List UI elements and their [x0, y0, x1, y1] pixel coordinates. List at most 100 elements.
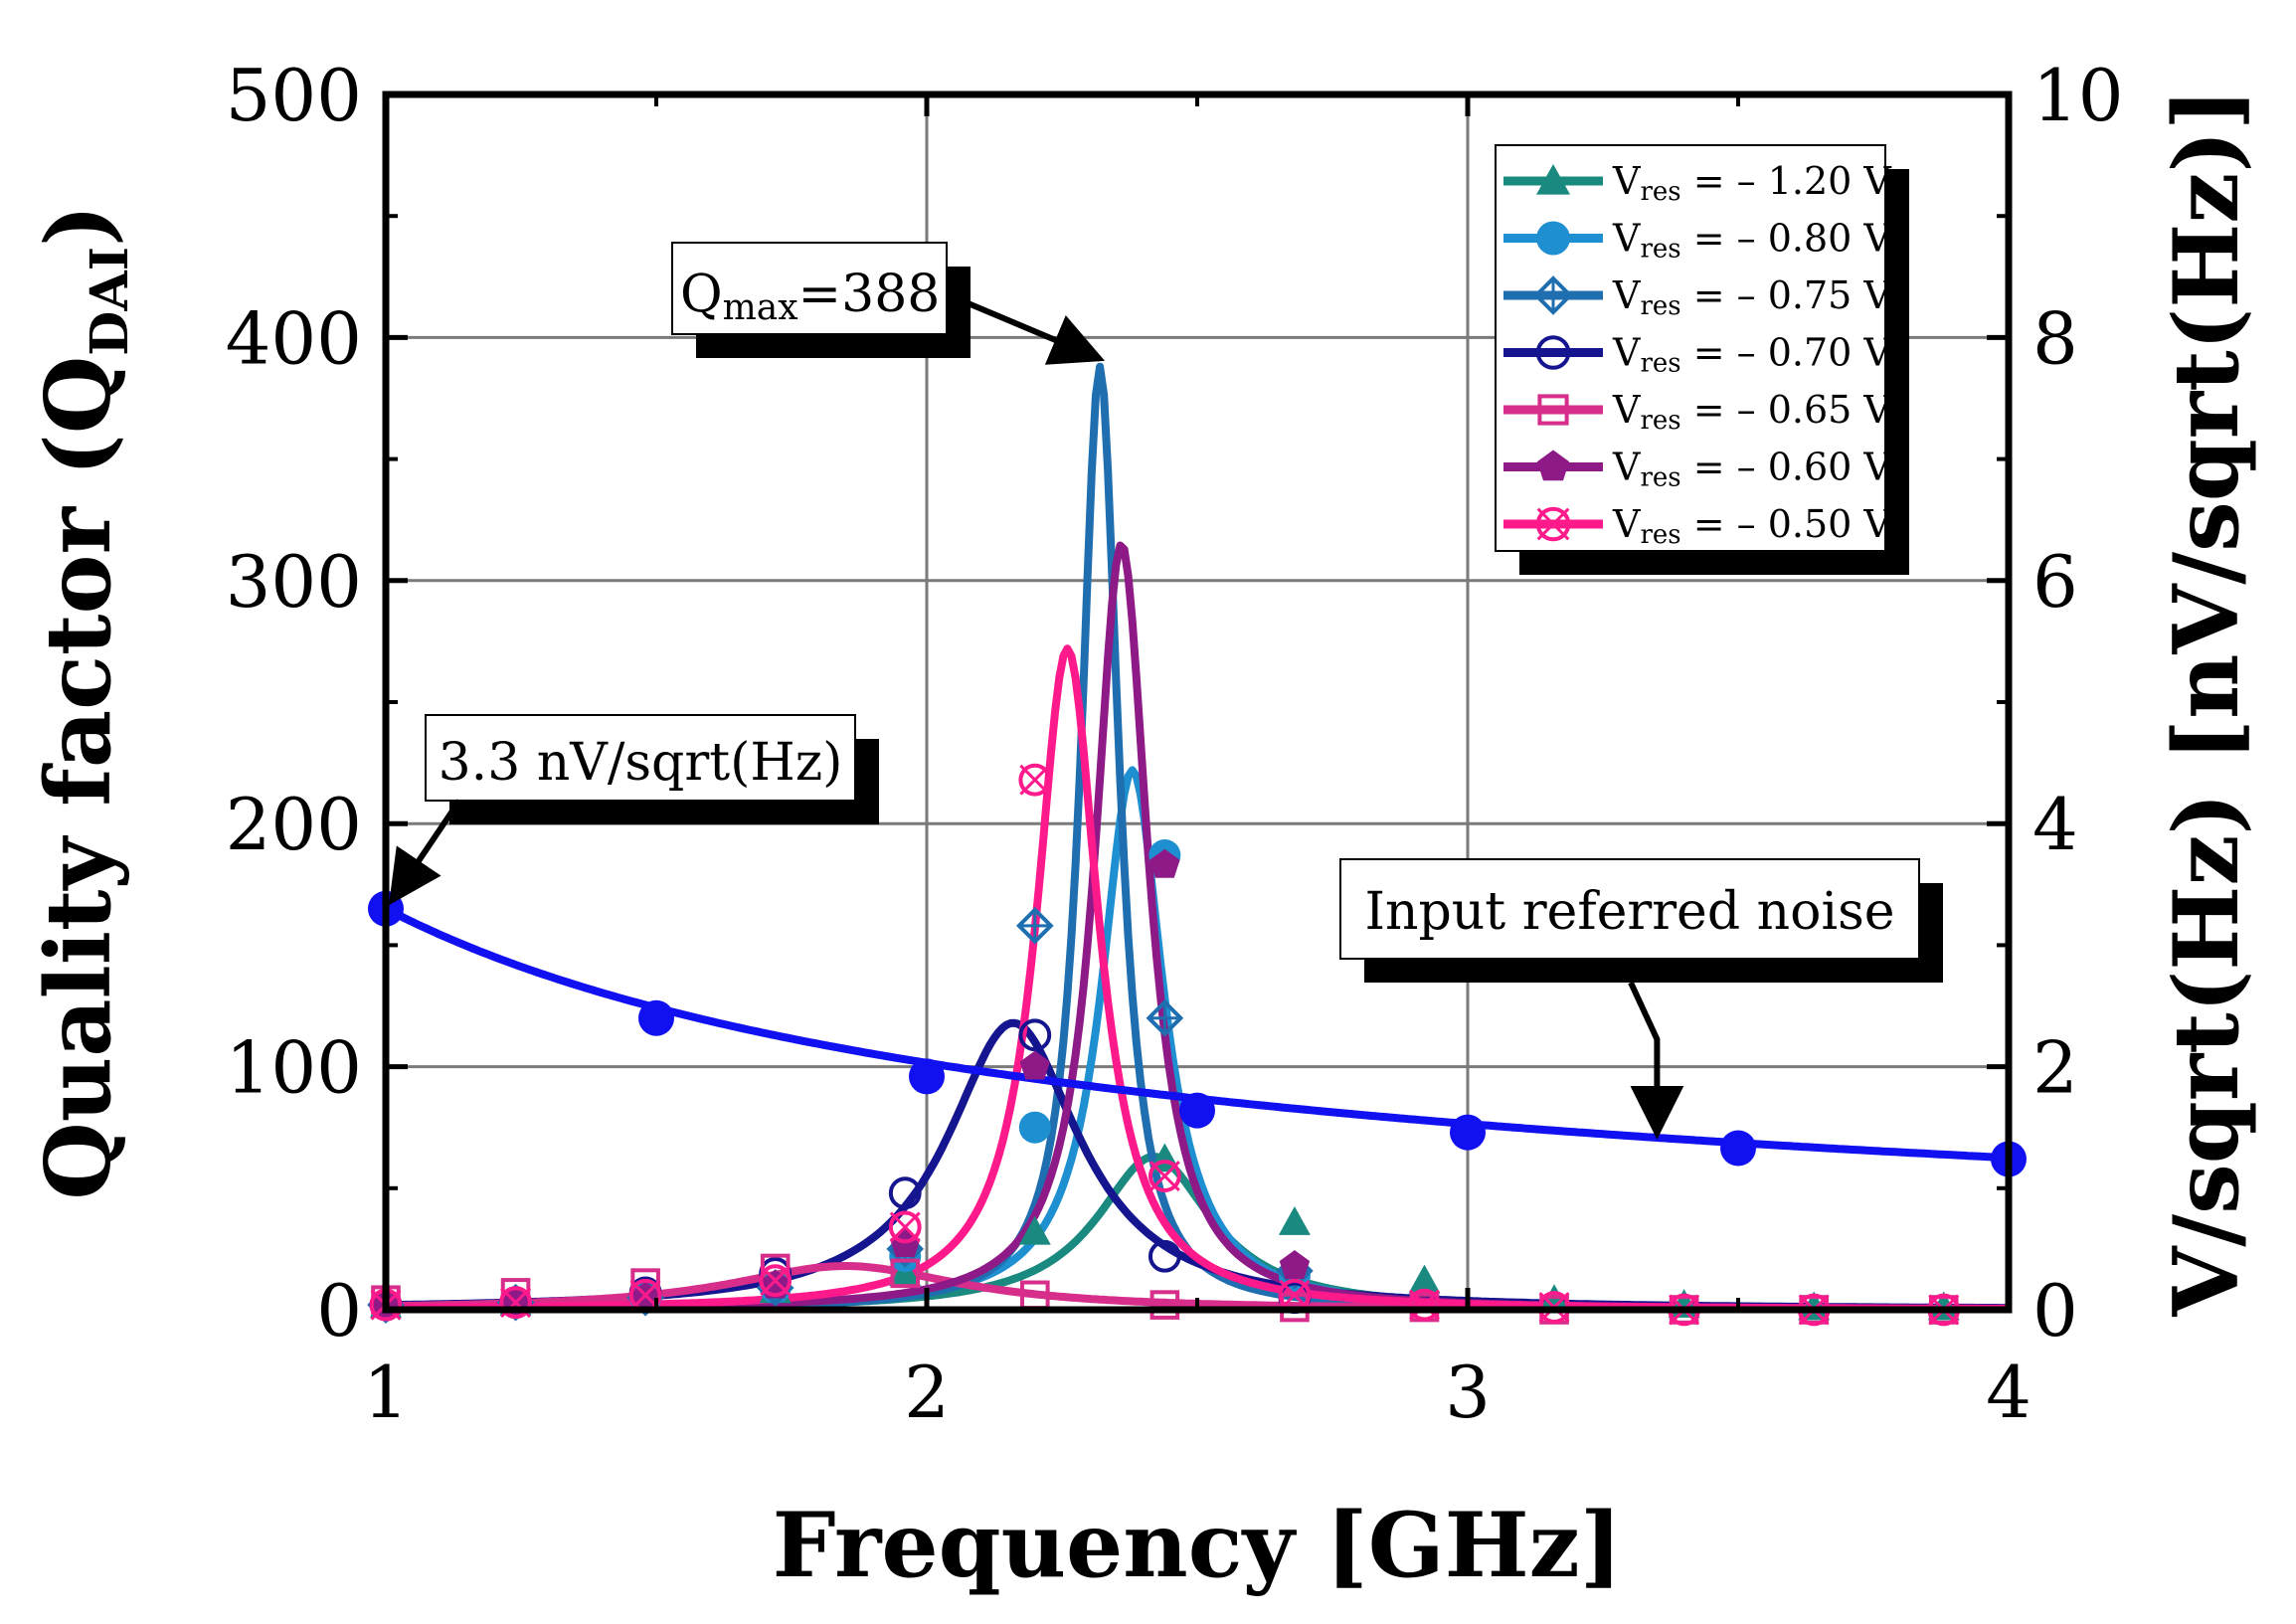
- series-markers-7: [368, 890, 2027, 1177]
- data-point: [638, 999, 674, 1036]
- data-point: [1408, 1288, 1441, 1322]
- noise-start-arrow: [388, 799, 462, 906]
- data-point: [1019, 1050, 1051, 1080]
- legend-label-rest: = – 0.65 V: [1681, 388, 1892, 432]
- legend-label-sub: res: [1640, 463, 1680, 493]
- y2-tick-label: 0: [2032, 1269, 2078, 1353]
- noise-label-callout-box: [1339, 858, 1920, 960]
- legend-label: Vres = – 0.70 V: [1612, 331, 1891, 379]
- legend-marker: [1536, 164, 1570, 195]
- legend-label-main: V: [1612, 446, 1641, 489]
- data-point: [1279, 1250, 1311, 1279]
- legend-label-main: V: [1612, 331, 1641, 375]
- y-tick-label: 100: [226, 1026, 362, 1110]
- data-point: [1720, 1130, 1756, 1167]
- legend-label-main: V: [1612, 273, 1641, 317]
- qmax-callout-text: Qmax=388: [680, 265, 940, 328]
- annotations: Qmax=388 3.3 nV/sqrt(Hz) Input referred …: [388, 242, 1943, 1140]
- series-markers: [367, 763, 2027, 1327]
- data-point: [1018, 763, 1052, 797]
- x-tick-label: 4: [1986, 1351, 2031, 1434]
- data-point: [1149, 848, 1180, 878]
- y-axis-title-sub: DAI: [80, 247, 140, 356]
- data-point: [888, 1176, 922, 1210]
- legend-marker: [1535, 506, 1571, 542]
- data-point: [890, 1258, 921, 1289]
- legend-label-main: V: [1612, 388, 1641, 432]
- data-point: [1018, 1111, 1051, 1144]
- y2-tick-label: 2: [2032, 1026, 2078, 1110]
- x-axis-title: Frequency [GHz]: [773, 1493, 1623, 1598]
- legend-marker: [1536, 450, 1570, 481]
- legend-label: Vres = – 1.20 V: [1612, 159, 1891, 207]
- y2-tick-label: 6: [2032, 540, 2078, 624]
- legend-label-rest: = – 0.80 V: [1681, 217, 1892, 261]
- data-point: [1179, 1092, 1215, 1129]
- x-tick-label: 1: [363, 1351, 409, 1434]
- y-tick-label: 300: [226, 540, 362, 624]
- data-point: [888, 1210, 922, 1244]
- legend-label-main: V: [1612, 502, 1641, 546]
- legend-label-main: V: [1612, 217, 1641, 261]
- y2-tick-label: 10: [2032, 54, 2124, 137]
- data-point: [1146, 998, 1184, 1037]
- data-point: [1450, 1114, 1486, 1151]
- series-line-1: [386, 766, 2009, 1310]
- noise-start-callout-box: [425, 714, 856, 802]
- legend-label-rest: = – 0.70 V: [1681, 331, 1892, 375]
- y2-tick-label: 8: [2032, 296, 2078, 380]
- data-point: [909, 1058, 945, 1095]
- x-tick-label: 2: [904, 1351, 950, 1434]
- legend-label: Vres = – 0.50 V: [1612, 502, 1891, 550]
- data-point: [759, 1264, 793, 1298]
- qmax-main: Q: [680, 265, 723, 324]
- axis-ticks: [383, 91, 2012, 1313]
- legend-label-rest: = – 0.50 V: [1681, 502, 1892, 546]
- legend-label: Vres = – 0.60 V: [1612, 446, 1891, 493]
- data-point: [1015, 907, 1054, 945]
- y-axis-title-close: ): [26, 204, 131, 247]
- data-point: [1278, 1206, 1311, 1235]
- data-point: [1148, 1160, 1181, 1192]
- y-tick-label: 400: [226, 296, 362, 380]
- legend-label-rest: = – 0.75 V: [1681, 273, 1892, 317]
- x-tick-labels: 1 2 3 4: [363, 1351, 2031, 1434]
- legend-label-rest: = – 1.20 V: [1681, 159, 1892, 203]
- legend-label-sub: res: [1640, 291, 1680, 321]
- noise-label-arrow: [1628, 981, 1684, 1140]
- legend-label: Vres = – 0.75 V: [1612, 273, 1891, 321]
- legend-label-sub: res: [1640, 520, 1680, 550]
- data-point: [1408, 1264, 1441, 1294]
- x-tick-label: 3: [1445, 1351, 1491, 1434]
- qmax-sub: max: [723, 287, 798, 328]
- legend-label-sub: res: [1640, 406, 1680, 436]
- y-tick-label: 200: [226, 783, 362, 866]
- legend-label-sub: res: [1640, 235, 1680, 265]
- legend-label: Vres = – 0.65 V: [1612, 388, 1891, 436]
- legend-marker: [1533, 275, 1573, 315]
- y2-axis-title: V/sqrt(Hz) [nV/sqrt(Hz)]: [2154, 88, 2259, 1317]
- legend-label-sub: res: [1640, 177, 1680, 207]
- y2-tick-label: 4: [2032, 783, 2078, 866]
- y-tick-label: 500: [226, 54, 362, 137]
- y-axis-title-main: Quality factor (Q: [26, 356, 131, 1200]
- y-tick-labels: 0 100 200 300 400 500: [226, 54, 362, 1353]
- legend-marker: [1537, 394, 1569, 426]
- data-point: [1148, 1239, 1181, 1273]
- y-tick-label: 0: [316, 1269, 362, 1353]
- data-point: [1018, 1018, 1052, 1052]
- noise-label-callout-text: Input referred noise: [1364, 882, 1894, 942]
- legend-label-main: V: [1612, 159, 1641, 203]
- legend-label: Vres = – 0.80 V: [1612, 217, 1891, 265]
- qmax-arrow: [945, 291, 1106, 365]
- y2-tick-labels: 0 2 4 6 8 10: [2032, 54, 2124, 1353]
- legend-marker: [1535, 335, 1571, 370]
- noise-start-callout-text: 3.3 nV/sqrt(Hz): [439, 733, 843, 793]
- qmax-callout-box: [671, 242, 948, 335]
- legend-label-sub: res: [1640, 349, 1680, 379]
- qmax-rest: =388: [798, 265, 941, 324]
- data-point: [1149, 1290, 1180, 1320]
